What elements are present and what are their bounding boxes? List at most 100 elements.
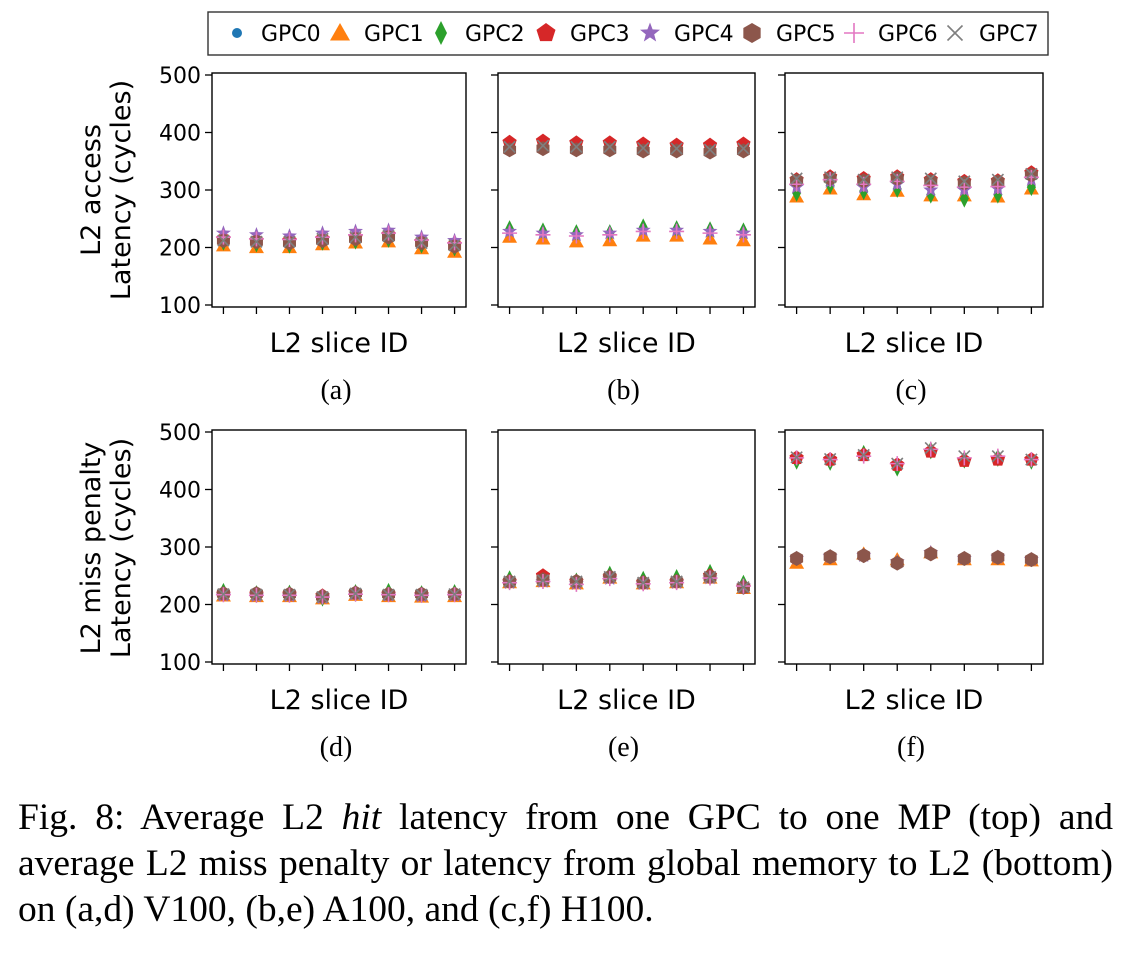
- data-point: [316, 590, 329, 604]
- data-point: [215, 229, 231, 245]
- data-point: [348, 227, 364, 243]
- data-point: [316, 232, 329, 246]
- data-point: [570, 575, 583, 588]
- data-point: [535, 227, 551, 243]
- x-axis-label: L2 slice ID: [557, 328, 696, 359]
- series-gpc7: [503, 570, 750, 594]
- legend-label: GPC3: [570, 22, 630, 47]
- legend-label: GPC0: [261, 22, 321, 47]
- data-point: [1023, 169, 1039, 185]
- star-legend-icon: [640, 22, 660, 42]
- data-point: [637, 141, 650, 155]
- data-point: [250, 235, 263, 248]
- data-point: [503, 142, 517, 158]
- data-point: [823, 171, 837, 184]
- legend-frame: [207, 11, 1049, 56]
- legend-item-gpc5: GPC5: [743, 22, 836, 47]
- y-tick-label: 400: [159, 122, 201, 147]
- data-point: [602, 227, 618, 243]
- legend-item-gpc0: GPC0: [232, 22, 321, 47]
- data-point: [891, 457, 904, 470]
- data-point: [283, 588, 296, 601]
- panel-label: (b): [607, 375, 640, 406]
- data-point: [857, 448, 870, 462]
- data-point: [447, 235, 463, 251]
- y-tick-label: 100: [159, 651, 201, 676]
- y-tick-label: 300: [159, 536, 201, 561]
- data-point: [570, 140, 583, 154]
- panel-label: (e): [608, 732, 639, 763]
- legend: GPC0 GPC1 GPC2 GPC3 GPC4 GPC5 GPC6 GPC7: [207, 11, 1049, 56]
- data-point: [958, 175, 971, 188]
- data-point: [503, 140, 516, 154]
- y-tick-label: 100: [159, 294, 201, 319]
- data-point: [735, 578, 751, 594]
- data-point: [568, 576, 584, 592]
- x-legend-icon: [946, 24, 964, 42]
- x-axis-label: L2 slice ID: [845, 685, 984, 716]
- data-point: [415, 588, 428, 601]
- data-point: [790, 551, 804, 566]
- data-point: [603, 140, 616, 154]
- triangle-legend-icon: [330, 23, 350, 41]
- hexagon-legend-icon: [743, 23, 761, 43]
- data-point: [382, 588, 395, 601]
- data-point: [669, 575, 685, 591]
- data-point: [636, 143, 650, 159]
- plus-legend-icon: [844, 23, 864, 43]
- x-axis-label: L2 slice ID: [270, 328, 409, 359]
- y-tick-label: 400: [159, 479, 201, 504]
- legend-label: GPC1: [364, 22, 424, 47]
- panel-a: 100 200 300 400 500 L2 slice ID (a): [159, 64, 467, 406]
- data-point: [703, 143, 717, 156]
- data-point: [924, 546, 938, 562]
- data-point: [890, 555, 904, 571]
- data-point: [635, 576, 651, 592]
- data-point: [217, 587, 230, 601]
- series-gpc7: [217, 229, 461, 252]
- data-point: [283, 235, 296, 248]
- figure-panels: GPC0 GPC1 GPC2 GPC3 GPC4 GPC5 GPC6 GPC7 L2 acce…: [76, 11, 1049, 763]
- legend-label: GPC4: [674, 22, 734, 47]
- data-point: [536, 141, 550, 157]
- data-point: [536, 139, 550, 152]
- data-point: [502, 225, 518, 241]
- data-point: [602, 571, 618, 587]
- data-point: [956, 450, 972, 466]
- data-point: [250, 588, 263, 601]
- data-point: [502, 575, 518, 591]
- row-label-bottom-line1: L2 miss penalty: [76, 442, 107, 655]
- axes-frame: [497, 72, 756, 308]
- legend-label: GPC2: [465, 22, 525, 47]
- data-point: [857, 548, 871, 564]
- data-point: [414, 232, 430, 248]
- data-point: [448, 239, 461, 252]
- data-point: [382, 229, 395, 243]
- x-axis-label: L2 slice ID: [270, 685, 409, 716]
- data-point: [217, 234, 230, 247]
- data-point: [790, 172, 803, 185]
- y-tick-label: 500: [159, 421, 201, 446]
- data-point: [637, 576, 650, 589]
- row-label-top-line2: Latency (cycles): [106, 80, 137, 300]
- pentagon-legend-icon: [536, 23, 556, 42]
- series-gpc5: [503, 141, 750, 160]
- data-point: [569, 142, 583, 158]
- data-point: [991, 549, 1005, 565]
- legend-item-gpc3: GPC3: [536, 22, 630, 47]
- data-point: [349, 587, 362, 600]
- axes-frame: [211, 429, 467, 665]
- legend-item-gpc1: GPC1: [330, 22, 424, 47]
- data-point: [923, 441, 939, 457]
- data-point: [703, 144, 717, 160]
- data-point: [448, 587, 461, 601]
- panel-d: 100 200 300 400 500 L2 slice ID (d): [159, 421, 467, 763]
- data-point: [535, 574, 551, 589]
- data-point: [248, 231, 264, 247]
- data-point: [281, 231, 297, 247]
- data-point: [823, 549, 837, 565]
- data-point: [891, 171, 904, 184]
- y-tick-label: 200: [159, 237, 201, 262]
- y-tick-label: 500: [159, 64, 201, 89]
- data-point: [857, 173, 870, 186]
